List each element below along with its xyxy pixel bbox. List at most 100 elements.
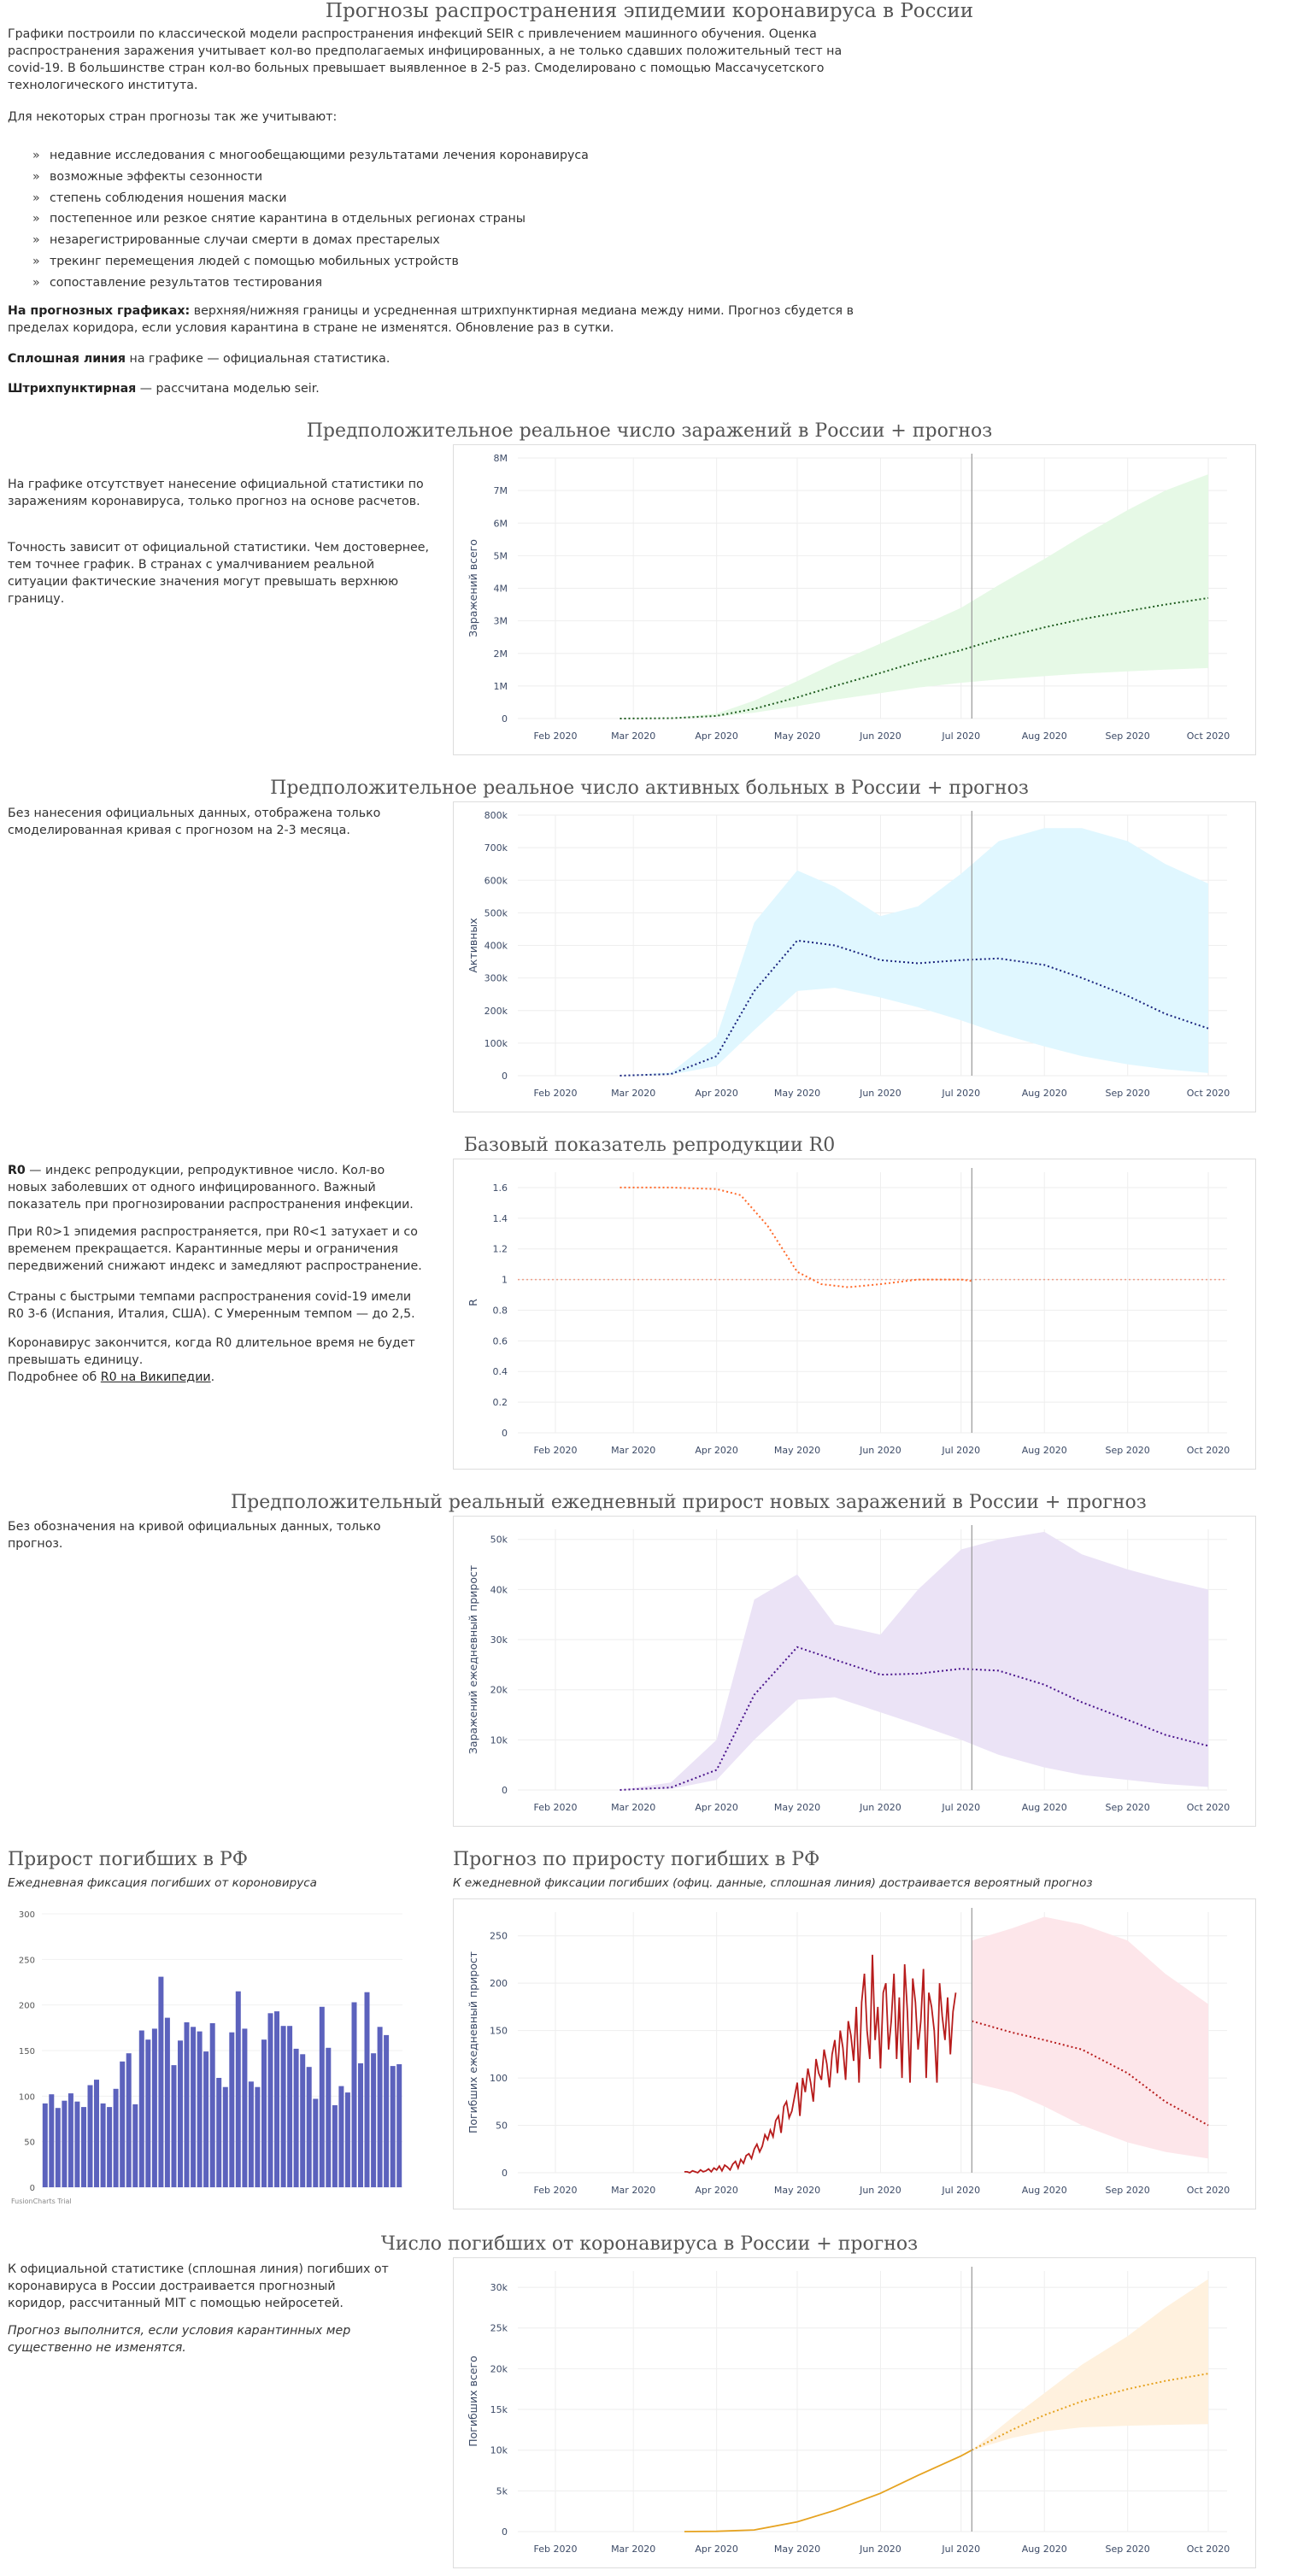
infections-chart-svg: 0 1M 2M 3M 4M 5M 6M 7M 8M Feb 2020 Mar 2020 Apr 202… <box>467 453 1230 742</box>
y-tick-label: 0 <box>502 1785 508 1796</box>
bar <box>62 2100 68 2187</box>
factor-item: трекинг перемещения людей с помощью моби… <box>32 251 589 273</box>
x-tick-label: Feb 2020 <box>534 2185 578 2196</box>
bar <box>358 2063 363 2187</box>
x-tick-label: Sep 2020 <box>1106 1802 1150 1813</box>
y-tick-label: 150 <box>19 2047 35 2057</box>
x-tick-label: Sep 2020 <box>1106 1088 1150 1099</box>
x-tick-label: Jul 2020 <box>941 2185 980 2196</box>
forecast-note: На прогнозных графиках: верхняя/нижняя г… <box>8 302 854 337</box>
bar <box>178 2040 183 2187</box>
official-line <box>684 2449 972 2532</box>
chart-credit: FusionCharts Trial <box>11 2198 72 2205</box>
y-tick-label: 5k <box>496 2485 508 2497</box>
active-chart[interactable]: 0 100k 200k 300k 400k 500k 600k 700k 800k Feb 202… <box>453 801 1256 1112</box>
deaths-forecast-chart-svg: 0 50 100 150 200 250 Feb 2020 Mar 2020 Apr 2020 M… <box>467 1908 1230 2196</box>
y-tick-label: 600k <box>484 875 508 886</box>
y-tick-label: 0 <box>502 2168 508 2179</box>
y-tick-label: 15k <box>490 2404 508 2415</box>
y-tick-label: 25k <box>490 2323 508 2334</box>
y-axis-label: Активных <box>467 918 479 972</box>
deaths-total-text-1: К официальной статистике (сплошная линия… <box>8 2262 389 2310</box>
bar <box>255 2086 261 2187</box>
x-tick-label: May 2020 <box>774 2544 820 2555</box>
solid-text: на графике — официальная статистика. <box>126 352 391 366</box>
y-tick-label: 8M <box>494 453 508 464</box>
bar <box>235 1991 241 2187</box>
bar <box>351 2002 357 2187</box>
y-axis-label: Заражений ежедневный прирост <box>467 1565 479 1754</box>
x-tick-label: Jul 2020 <box>941 1802 980 1813</box>
deaths-daily-chart[interactable]: 0 50 100 150 200 250 300 <box>8 1898 409 2208</box>
y-axis-label: Погибших ежедневный прирост <box>467 1951 479 2133</box>
y-tick-label: 4M <box>494 584 508 595</box>
bar <box>319 2006 325 2187</box>
daily-chart[interactable]: 0 10k 20k 30k 40k 50k Feb 2020 Mar 2020 Apr 2020… <box>453 1516 1256 1827</box>
y-tick-label: 250 <box>490 1931 508 1942</box>
bar <box>274 2011 279 2187</box>
bar <box>390 2066 396 2187</box>
x-tick-label: Mar 2020 <box>611 1445 655 1456</box>
daily-chart-svg: 0 10k 20k 30k 40k 50k Feb 2020 Mar 2020 Apr 2020… <box>467 1525 1230 1813</box>
y-tick-label: 1 <box>502 1275 508 1286</box>
x-tick-label: Mar 2020 <box>611 1088 655 1099</box>
bar <box>87 2085 93 2187</box>
y-tick-label: 50k <box>490 1534 508 1546</box>
y-tick-label: 200k <box>484 1006 508 1017</box>
bar <box>138 2030 144 2187</box>
bar <box>68 2093 73 2187</box>
x-tick-label: May 2020 <box>774 2185 820 2196</box>
y-tick-label: 5M <box>494 550 508 561</box>
deaths-total-chart-svg: 0 5k 10k 15k 20k 25k 30k Feb 2020 Mar 2020 Apr 20… <box>467 2267 1230 2555</box>
x-tick-label: Oct 2020 <box>1187 731 1230 742</box>
x-tick-label: Oct 2020 <box>1187 1445 1230 1456</box>
y-tick-label: 50 <box>496 2121 508 2132</box>
y-tick-label: 0.8 <box>493 1305 508 1316</box>
x-tick-label: Apr 2020 <box>695 2544 738 2555</box>
bar <box>364 1992 370 2187</box>
bar <box>267 2013 273 2187</box>
bar <box>280 2026 286 2187</box>
infections-chart[interactable]: 0 1M 2M 3M 4M 5M 6M 7M 8M Feb 2020 Mar 2020 Apr 202… <box>453 444 1256 755</box>
active-title: Предположительное реальное число активны… <box>270 777 1029 799</box>
x-tick-label: Aug 2020 <box>1022 1088 1067 1099</box>
y-axis-label: Погибших всего <box>467 2356 479 2447</box>
r0-text-1: R0 — индекс репродукции, репродуктивное … <box>8 1162 426 1213</box>
bar <box>164 2017 170 2187</box>
deaths-total-chart[interactable]: 0 5k 10k 15k 20k 25k 30k Feb 2020 Mar 2020 Apr 20… <box>453 2257 1256 2568</box>
y-tick-label: 200 <box>490 1978 508 1989</box>
x-tick-label: Jul 2020 <box>941 2544 980 2555</box>
bar <box>384 2034 390 2187</box>
bar <box>344 2092 350 2187</box>
y-tick-label: 50 <box>24 2139 35 2148</box>
bar <box>100 2103 106 2187</box>
bar <box>184 2021 190 2187</box>
x-tick-label: Mar 2020 <box>611 2185 655 2196</box>
y-tick-label: 3M <box>494 616 508 627</box>
x-tick-label: Jun 2020 <box>859 1088 901 1099</box>
deaths-forecast-chart[interactable]: 0 50 100 150 200 250 Feb 2020 Mar 2020 Apr 2020 M… <box>453 1898 1256 2209</box>
r0-text-4: Коронавирус закончится, когда R0 длитель… <box>8 1335 426 1386</box>
x-tick-label: Mar 2020 <box>611 731 655 742</box>
factors-list: недавние исследования с многообещающими … <box>32 145 589 294</box>
y-tick-label: 250 <box>19 1956 35 1965</box>
y-tick-label: 700k <box>484 842 508 854</box>
factor-item: незарегистрированные случаи смерти в дом… <box>32 230 589 251</box>
x-tick-label: May 2020 <box>774 1802 820 1813</box>
factor-item: степень соблюдения ношения маски <box>32 188 589 209</box>
bar <box>171 2065 177 2187</box>
bar <box>145 2039 151 2187</box>
y-tick-label: 20k <box>490 2363 508 2374</box>
r0-more-prefix: Подробнее об <box>8 1370 101 1384</box>
r0-chart[interactable]: 0 0.2 0.4 0.6 0.8 1 1.2 1.4 1.6 Feb 2020 Mar 2020 A… <box>453 1159 1256 1470</box>
bar <box>338 2086 344 2187</box>
y-tick-label: 800k <box>484 810 508 821</box>
r0-wikipedia-link[interactable]: R0 на Википедии <box>100 1370 211 1384</box>
bar <box>293 2048 299 2187</box>
y-tick-label: 30k <box>490 2282 508 2293</box>
factors-lead: Для некоторых стран прогнозы так же учит… <box>8 110 338 124</box>
bar <box>396 2064 402 2187</box>
y-tick-label: 6M <box>494 518 508 529</box>
x-tick-label: Oct 2020 <box>1187 2544 1230 2555</box>
r0-text-3: Страны с быстрыми темпами распространени… <box>8 1290 415 1321</box>
